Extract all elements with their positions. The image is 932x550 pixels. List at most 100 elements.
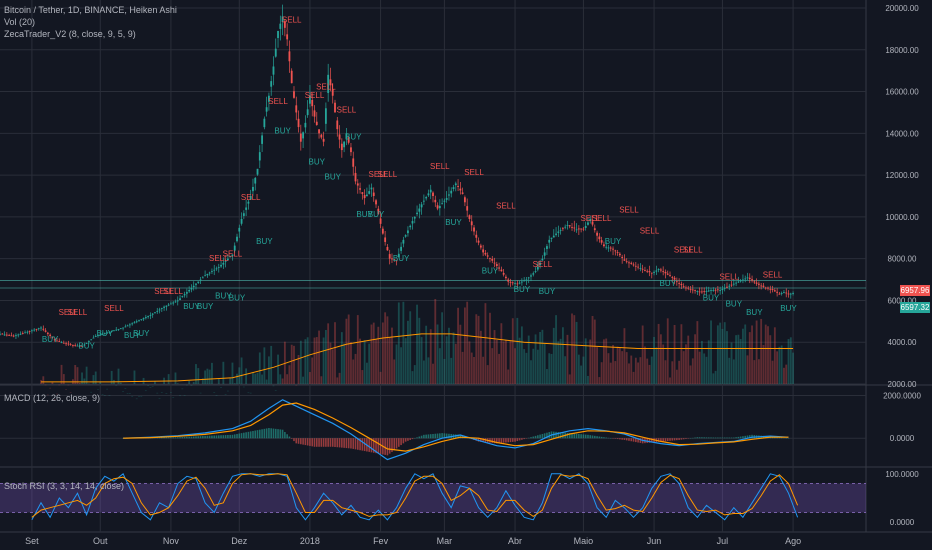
candle-body [3, 334, 6, 336]
macd-histogram-bar [445, 433, 448, 439]
volume-bar [288, 365, 291, 384]
buy-signal-label: BUY [274, 126, 291, 135]
volume-bar [199, 392, 202, 394]
volume-bar [384, 312, 387, 384]
macd-histogram-bar [584, 434, 587, 439]
x-tick-label: Jul [717, 536, 729, 546]
volume-bar [416, 304, 418, 384]
stoch-rsi-label: Stoch RSI (3, 3, 14, 14, close) [4, 481, 125, 491]
candle-body [279, 23, 282, 29]
macd-histogram-bar [268, 427, 270, 439]
candle-body [393, 259, 396, 261]
volume-bar [400, 347, 403, 384]
volume-bar [459, 324, 462, 384]
candle-body [764, 287, 767, 289]
volume-bar [505, 340, 507, 384]
sell-signal-label: SELL [592, 214, 612, 223]
candle-body [489, 258, 491, 259]
candle-body [625, 261, 628, 263]
volume-bar [723, 322, 726, 384]
volume-bar [630, 355, 633, 384]
macd-histogram-bar [379, 438, 382, 455]
candle-body [714, 289, 717, 291]
volume-bar [347, 314, 350, 384]
volume-bar [356, 315, 359, 384]
candle-body [728, 285, 731, 287]
candle-body [696, 291, 699, 292]
candle-body [730, 284, 733, 286]
candle-body [359, 188, 361, 190]
candle-body [245, 207, 248, 210]
volume-bar [568, 374, 571, 384]
volume-bar [420, 337, 423, 384]
macd-histogram-bar [167, 437, 170, 439]
candle-body [213, 269, 216, 271]
volume-bar [596, 347, 598, 384]
volume-bar [502, 341, 505, 384]
volume-bar [671, 361, 674, 384]
volume-bar [792, 352, 794, 384]
candle-body [69, 344, 72, 346]
volume-bar [757, 359, 760, 384]
volume-bar [167, 374, 170, 384]
candle-body [167, 304, 170, 306]
candle-body [680, 283, 683, 286]
volume-bar [618, 347, 621, 384]
axes: Set Out Nov Dez 2018 Fev Mar Abr Maio Jun Jul Ago 20… [25, 4, 921, 546]
volume-bar [334, 322, 336, 384]
volume-bar [397, 302, 400, 384]
candle-body [448, 194, 450, 196]
stoch-d-line [31, 473, 799, 518]
macd-histogram-bar [315, 438, 318, 447]
candle-body [379, 218, 382, 224]
volume-bar [268, 356, 270, 384]
candle-body [479, 245, 482, 248]
buy-signal-label: BUY [229, 293, 246, 302]
candle-body [678, 282, 681, 284]
volume-bar [732, 359, 735, 384]
candle-body [90, 339, 93, 341]
volume-bar [58, 384, 61, 386]
candle-body [160, 308, 163, 309]
volume-bar [78, 382, 81, 384]
volume-bar [461, 351, 464, 384]
y-tick-label: 12000.00 [885, 171, 919, 180]
volume-bar [641, 325, 644, 384]
volume-bar [195, 364, 197, 384]
candle-body [365, 194, 368, 197]
volume-bar [320, 376, 323, 384]
candle-body [131, 323, 134, 325]
macd-histogram-bar [637, 438, 639, 443]
symbol-title: Bitcoin / Tether, 1D, BINANCE, Heiken As… [4, 5, 177, 15]
candle-body [742, 279, 744, 281]
volume-bar [748, 332, 751, 384]
candle-body [85, 342, 88, 344]
candle-body [119, 328, 122, 330]
volume-bar [128, 393, 131, 394]
buy-signal-label: BUY [97, 329, 114, 338]
macd-histogram-bar [236, 433, 238, 439]
candle-body [51, 337, 54, 339]
candle-body [115, 329, 118, 331]
volume-bar [468, 341, 471, 384]
candle-body [74, 345, 77, 347]
candle-body [384, 237, 387, 242]
volume-bar [94, 371, 97, 384]
candle-body [340, 143, 343, 151]
volume-bar [265, 379, 268, 384]
macd-histogram-bar [705, 437, 708, 439]
buy-signal-label: BUY [183, 302, 200, 311]
macd-histogram-bar [603, 437, 605, 439]
candle-body [600, 240, 603, 243]
candle-body [632, 264, 635, 266]
candle-body [320, 134, 323, 138]
macd-histogram-bar [521, 438, 523, 440]
volume-bar [434, 299, 437, 384]
candle-body [58, 341, 61, 342]
macd-histogram-bar [500, 438, 503, 443]
candle-body [441, 203, 444, 205]
candle-body [409, 225, 412, 228]
candle-body [650, 272, 653, 274]
volume-bar [470, 352, 473, 384]
